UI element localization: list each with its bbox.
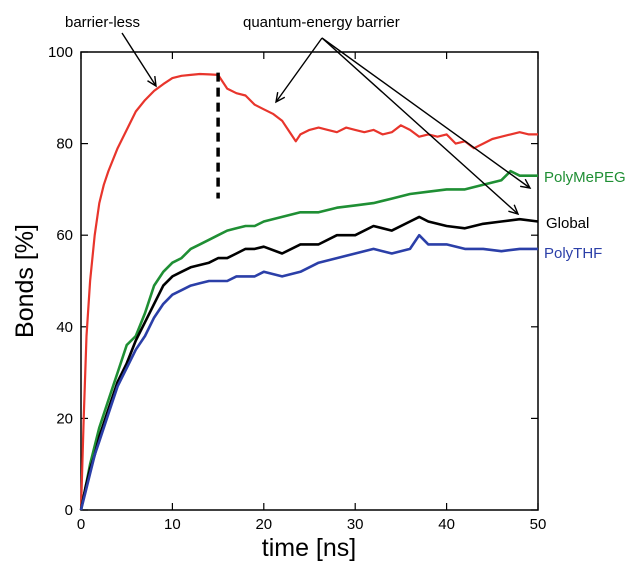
x-tick-label: 40 — [438, 516, 455, 533]
y-tick-label: 80 — [56, 136, 73, 153]
axis-ticks — [80, 51, 539, 511]
x-tick-label: 10 — [164, 516, 181, 533]
y-tick-label: 100 — [48, 44, 73, 61]
x-tick-label: 0 — [77, 516, 85, 533]
series-line-global — [79, 215, 539, 511]
series-label-polythf: PolyTHF — [544, 245, 602, 262]
axis-tick-labels: 0 10 20 30 40 50 0 20 40 60 80 100 — [48, 44, 546, 533]
series-lines — [79, 72, 539, 511]
series-label-polymepeg: PolyMePEG — [544, 169, 626, 186]
y-tick-label: 40 — [56, 319, 73, 336]
series-line-polythf — [79, 233, 538, 511]
y-axis-title: Bonds [%] — [11, 224, 39, 338]
annotation-arrow-head — [275, 92, 286, 104]
series-line-barrier-less — [79, 72, 538, 511]
x-tick-label: 50 — [530, 516, 547, 533]
annotation-barrier-less: barrier-less — [65, 14, 140, 31]
annotation-arrows — [121, 32, 532, 216]
series-label-global: Global — [546, 215, 589, 232]
x-tick-label: 20 — [255, 516, 272, 533]
annotation-arrow-line — [321, 37, 531, 189]
y-tick-label: 60 — [56, 227, 73, 244]
annotation-arrow-line — [275, 37, 323, 103]
annotation-arrow-head — [147, 75, 157, 88]
x-axis-title: time [ns] — [262, 534, 356, 561]
annotation-arrow-head — [508, 204, 520, 216]
plot-frame — [80, 51, 539, 511]
y-tick-label: 20 — [56, 410, 73, 427]
annotation-arrow-line — [321, 37, 519, 215]
series-line-polymepeg — [79, 169, 538, 511]
annotation-arrow-line — [121, 32, 157, 87]
annotation-arrow-head — [520, 178, 532, 189]
y-tick-label: 0 — [65, 502, 73, 519]
annotation-quantum-energy-barrier: quantum-energy barrier — [243, 14, 400, 31]
x-tick-label: 30 — [347, 516, 364, 533]
